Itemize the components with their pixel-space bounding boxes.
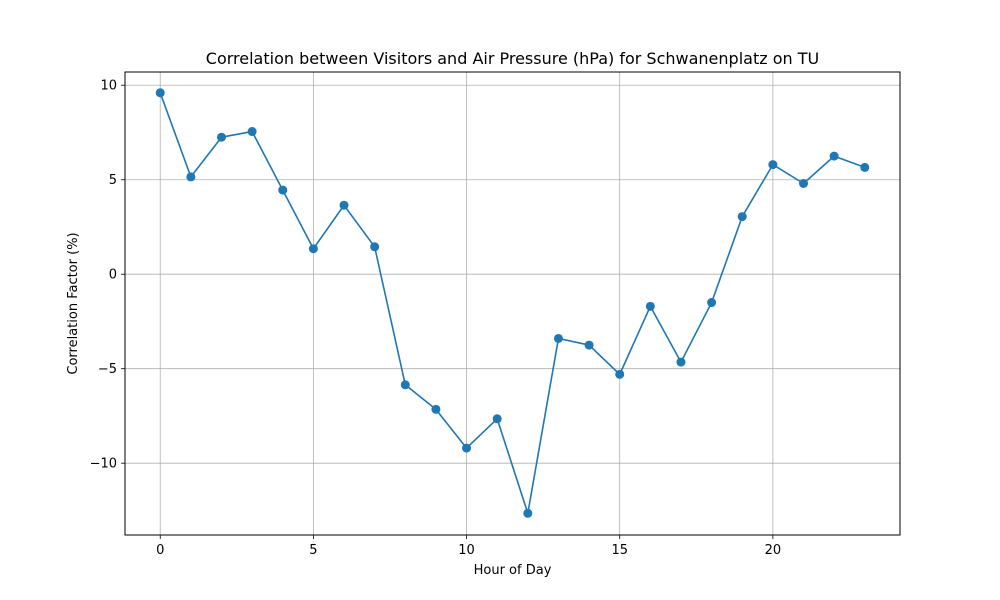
data-point [339, 200, 349, 210]
data-point [615, 369, 625, 379]
x-tick-label: 0 [156, 543, 164, 558]
x-tick-label: 5 [309, 543, 317, 558]
data-point [308, 244, 318, 254]
x-tick-label: 10 [458, 543, 475, 558]
plot-area-frame [124, 71, 901, 536]
y-tick-label: 10 [100, 79, 117, 94]
y-tick-label: −10 [90, 457, 117, 472]
data-point [278, 185, 288, 195]
data-point [737, 212, 747, 222]
data-point [676, 357, 686, 367]
y-tick-label: 0 [109, 268, 117, 283]
data-point [431, 404, 441, 414]
data-point [645, 301, 655, 311]
data-point [799, 178, 809, 188]
chart-title: Correlation between Visitors and Air Pre… [206, 49, 819, 68]
data-point [523, 508, 533, 518]
series-line [159, 92, 866, 515]
y-tick-label: 5 [109, 173, 117, 188]
data-point [768, 160, 778, 170]
grid-lines [125, 72, 900, 535]
data-point [370, 242, 380, 252]
x-tick-label: 20 [765, 543, 782, 558]
data-point [186, 172, 196, 182]
x-axis-label: Hour of Day [474, 563, 552, 578]
x-tick-label: 15 [611, 543, 628, 558]
axis-ticks: 0 5 10 15 20 −10 −5 0 5 10 [90, 79, 782, 558]
data-point [860, 162, 870, 172]
data-point [492, 414, 502, 424]
data-point [462, 443, 472, 453]
data-point [400, 380, 410, 390]
data-point [584, 340, 594, 350]
data-point [216, 132, 226, 142]
series-layer [155, 88, 870, 518]
data-point [247, 127, 257, 137]
data-point [829, 151, 839, 161]
data-point [155, 88, 165, 98]
data-point [707, 298, 717, 308]
data-point [553, 333, 563, 343]
y-tick-label: −5 [98, 362, 117, 377]
y-axis-label: Correlation Factor (%) [66, 232, 81, 374]
